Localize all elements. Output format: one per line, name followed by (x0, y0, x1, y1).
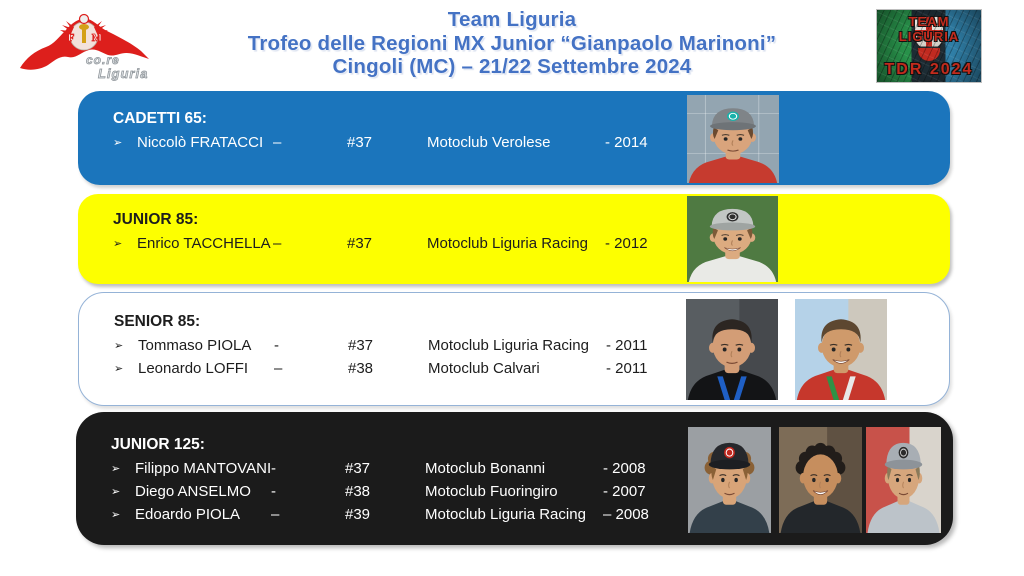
rider-photo (687, 196, 778, 282)
rider-row: ➢ Enrico TACCHELLA – #37 Motoclub Liguria Ra… (113, 232, 950, 255)
flag-subtitle: TDR 2024 (884, 61, 974, 78)
bullet-arrow-icon: ➢ (113, 137, 123, 149)
rider-number: #38 (345, 483, 371, 500)
team-liguria-tdr-logo: TEAM LIGURIA TDR 2024 (877, 10, 981, 82)
rider-photo (779, 427, 862, 533)
rider-club: Motoclub Fuoringiro (425, 483, 558, 500)
genoa-cross-shield-icon (915, 17, 943, 49)
grunge-texture (877, 10, 981, 82)
rider-name: Leonardo LOFFI (138, 360, 249, 377)
logo-script-liguria: Liguria (98, 66, 148, 81)
rider-number: #39 (345, 506, 371, 523)
rider-year: - 2012 (605, 235, 648, 252)
rider-dash: - (271, 460, 276, 477)
panel-senior-85: SENIOR 85: ➢ Tommaso PIOLA - #37 Motoclub Li… (78, 292, 950, 406)
rider-year: - 2011 (606, 360, 648, 377)
rider-number: #37 (347, 134, 373, 151)
logo-script-core: co.re (86, 53, 120, 67)
panel-heading: JUNIOR 85: (113, 211, 199, 228)
rider-photo (687, 95, 779, 183)
rider-dash: - (271, 483, 276, 500)
rider-dash: – (273, 235, 282, 252)
panel-heading: CADETTI 65: (113, 110, 207, 127)
rider-name: Tommaso PIOLA (138, 337, 252, 354)
red-disc-icon (918, 48, 940, 61)
logo-letter-f: F (68, 32, 75, 44)
panel-junior-125: JUNIOR 125: ➢ Filippo MANTOVANI - #37 Motocl… (76, 412, 953, 545)
rider-name: Niccolò FRATACCI (137, 134, 264, 151)
rider-name: Diego ANSELMO (135, 483, 251, 500)
rider-rows: ➢ Niccolò FRATACCI – #37 Motoclub Verolese - … (113, 131, 950, 154)
rider-year: – 2008 (603, 506, 649, 523)
panel-cadetti-65: CADETTI 65: ➢ Niccolò FRATACCI – #37 Motoclu… (78, 91, 950, 185)
panel-heading: JUNIOR 125: (111, 436, 205, 453)
bullet-arrow-icon: ➢ (111, 486, 121, 498)
rider-dash: – (271, 506, 280, 523)
panel-junior-85: JUNIOR 85: ➢ Enrico TACCHELLA – #37 Motoclub… (78, 194, 950, 284)
panel-heading: SENIOR 85: (114, 313, 201, 330)
title-line-3: Cingoli (MC) – 21/22 Settembre 2024 (332, 55, 692, 78)
rider-club: Motoclub Liguria Racing (425, 506, 586, 523)
rider-row: ➢ Diego ANSELMO - #38 Motoclub Fuoringiro - 2… (111, 480, 953, 503)
rider-club: Motoclub Liguria Racing (428, 337, 589, 354)
liguria-map-icon: F M co.re Liguria (20, 13, 149, 81)
rider-dash: – (273, 134, 282, 151)
rider-number: #37 (348, 337, 374, 354)
bullet-arrow-icon: ➢ (111, 463, 121, 475)
bullet-arrow-icon: ➢ (114, 340, 124, 352)
rider-row: ➢ Tommaso PIOLA - #37 Motoclub Liguria Racin… (114, 334, 949, 357)
rider-row: ➢ Leonardo LOFFI – #38 Motoclub Calvari - 201… (114, 357, 949, 380)
rider-year: - 2011 (606, 337, 648, 354)
rider-rows: ➢ Tommaso PIOLA - #37 Motoclub Liguria Racin… (114, 334, 949, 380)
logo-letter-m: M (92, 32, 103, 44)
bullet-arrow-icon: ➢ (113, 238, 123, 250)
rider-rows: ➢ Enrico TACCHELLA – #37 Motoclub Liguria Ra… (113, 232, 950, 255)
coreliguria-logo: F M co.re Liguria (16, 6, 158, 86)
rider-year: - 2008 (603, 460, 646, 477)
rider-number: #38 (348, 360, 374, 377)
slide-title: Team Liguria Trofeo delle Regioni MX Jun… (170, 8, 854, 79)
rider-row: ➢ Filippo MANTOVANI - #37 Motoclub Bonanni - … (111, 457, 953, 480)
bullet-arrow-icon: ➢ (114, 363, 124, 375)
rider-club: Motoclub Liguria Racing (427, 235, 588, 252)
rider-name: Enrico TACCHELLA (137, 235, 271, 252)
rider-club: Motoclub Verolese (427, 134, 551, 151)
rider-year: - 2014 (605, 134, 648, 151)
rider-rows: ➢ Filippo MANTOVANI - #37 Motoclub Bonanni - … (111, 457, 953, 526)
rider-club: Motoclub Bonanni (425, 460, 546, 477)
rider-year: - 2007 (603, 483, 646, 500)
rider-photo (866, 427, 941, 533)
title-line-1: Team Liguria (447, 8, 577, 31)
bullet-arrow-icon: ➢ (111, 509, 121, 521)
rider-row: ➢ Niccolò FRATACCI – #37 Motoclub Verolese - … (113, 131, 950, 154)
rider-photo (686, 299, 778, 400)
rider-photo (795, 299, 887, 400)
rider-number: #37 (347, 235, 373, 252)
rider-dash: – (274, 360, 283, 377)
rider-name: Edoardo PIOLA (135, 506, 241, 523)
flag-title: TEAM LIGURIA (898, 14, 960, 44)
rider-name: Filippo MANTOVANI (135, 460, 272, 477)
title-line-2: Trofeo delle Regioni MX Junior “Gianpaol… (247, 31, 777, 55)
rider-row: ➢ Edoardo PIOLA – #39 Motoclub Liguria Racin… (111, 503, 953, 526)
rider-photo (688, 427, 771, 533)
rider-club: Motoclub Calvari (428, 360, 540, 377)
rider-dash: - (274, 337, 279, 354)
rider-number: #37 (345, 460, 371, 477)
